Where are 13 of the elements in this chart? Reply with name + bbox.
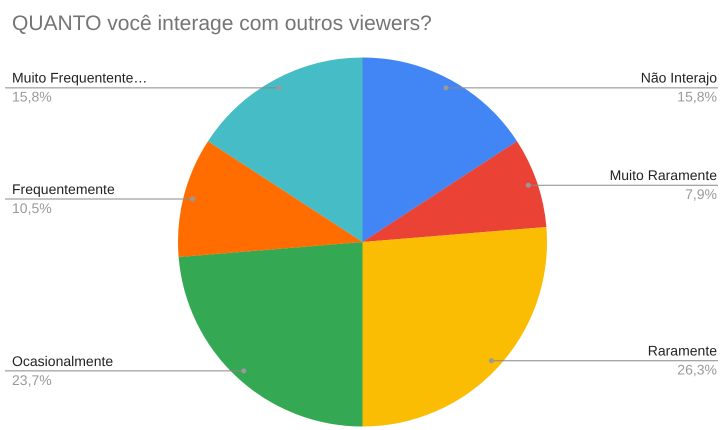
data-label: 7,9% xyxy=(685,186,717,202)
slice-label: Raramente xyxy=(648,342,718,359)
slice-label: Ocasionalmente xyxy=(12,352,114,369)
data-label: 23,7% xyxy=(12,372,52,388)
slice-label: Não Interajo xyxy=(640,70,718,86)
slice-label: Frequentemente xyxy=(12,180,115,197)
data-label: 26,3% xyxy=(677,362,717,378)
data-label: 15,8% xyxy=(12,88,52,105)
slice-label: Muito Frequentente… xyxy=(12,70,148,86)
slice-label: Muito Raramente xyxy=(610,167,718,184)
data-label: 15,8% xyxy=(677,88,717,105)
chart-title: QUANTO você interage com outros viewers? xyxy=(12,12,432,35)
data-label: 10,5% xyxy=(12,200,52,216)
